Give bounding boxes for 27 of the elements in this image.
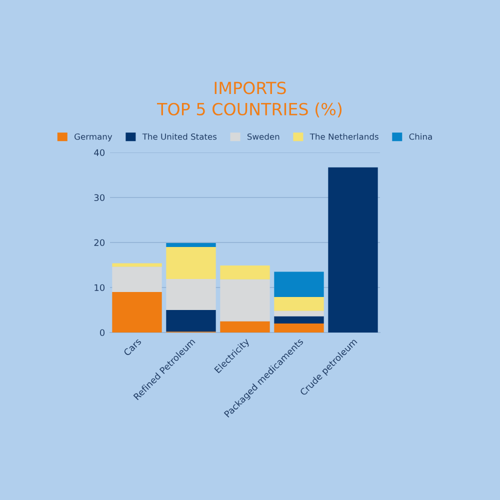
bar (274, 296, 324, 311)
legend-label: The Netherlands (310, 133, 378, 140)
bar (166, 278, 216, 310)
legend-label: Sweden (247, 133, 280, 140)
legend-label: The United States (142, 133, 217, 140)
bar (328, 167, 378, 332)
y-tick-label: 0 (100, 329, 105, 336)
bar (112, 266, 162, 292)
bar (274, 316, 324, 324)
bar (112, 292, 162, 332)
bar (220, 321, 270, 332)
bar (274, 272, 324, 297)
y-tick-label: 20 (94, 239, 105, 246)
bar (112, 263, 162, 267)
y-tick-label: 40 (94, 149, 105, 156)
chart-title: IMPORTS TOP 5 COUNTRIES (%) (157, 82, 342, 118)
bar (220, 279, 270, 322)
bar (166, 242, 216, 247)
legend-label: China (409, 133, 432, 140)
bar (274, 310, 324, 316)
y-tick-label: 30 (94, 194, 105, 202)
legend-label: Germany (74, 133, 112, 142)
bar (166, 247, 216, 279)
bar (274, 324, 324, 332)
bar (220, 265, 270, 280)
bar (166, 310, 216, 332)
y-tick-label: 10 (94, 284, 105, 292)
